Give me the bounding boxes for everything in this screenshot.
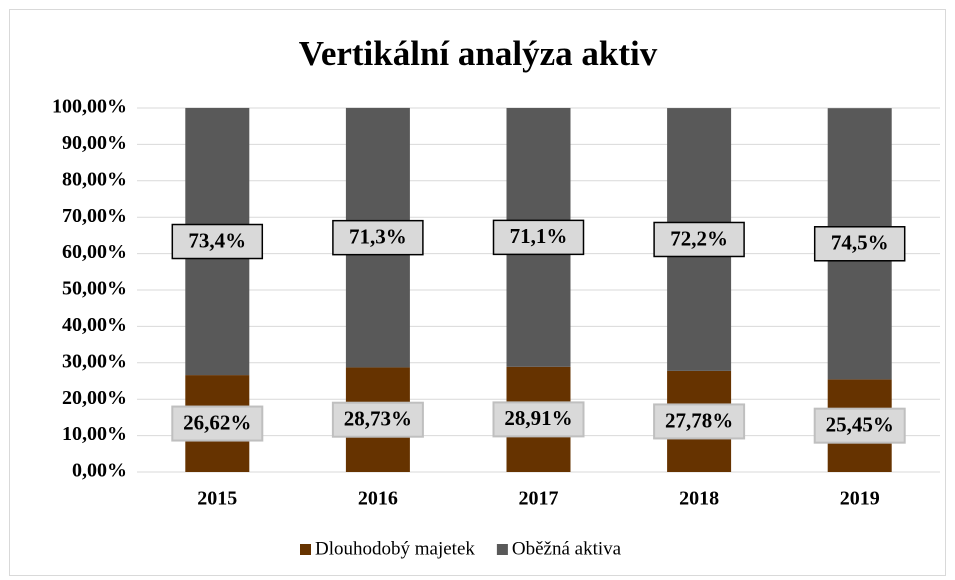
x-tick-label: 2015	[197, 488, 237, 510]
data-label: 71,3%	[349, 224, 407, 248]
y-tick-label: 0,00%	[72, 460, 127, 482]
data-label: 72,2%	[670, 226, 728, 250]
data-label-box	[813, 226, 906, 262]
legend-swatch	[496, 544, 508, 555]
data-label-box	[492, 401, 585, 438]
data-label: 74,5%	[831, 231, 889, 255]
data-label-box	[171, 405, 264, 442]
data-label-box	[331, 401, 424, 438]
data-label: 28,91%	[504, 406, 572, 430]
y-tick-label: 10,00%	[62, 423, 127, 445]
data-label: 26,62%	[183, 410, 251, 434]
data-label: 71,1%	[510, 224, 568, 248]
data-label-box	[653, 221, 745, 258]
chart-border	[9, 9, 946, 576]
y-tick-label: 90,00%	[62, 132, 127, 154]
legend-label: Oběžná aktiva	[512, 538, 622, 559]
y-tick-label: 60,00%	[62, 241, 127, 263]
data-label-box	[171, 223, 264, 260]
data-label-box	[492, 219, 585, 256]
y-tick-label: 50,00%	[62, 278, 127, 300]
x-tick-label: 2016	[358, 488, 398, 510]
data-label: 25,45%	[826, 412, 894, 436]
data-label-box	[813, 407, 906, 444]
data-label: 27,78%	[665, 408, 733, 432]
x-tick-label: 2018	[679, 488, 719, 510]
data-label: 28,73%	[344, 407, 412, 431]
y-tick-label: 80,00%	[62, 168, 127, 190]
data-label-box	[332, 219, 424, 256]
chart-title: Vertikální analýza aktiv	[299, 34, 658, 73]
y-tick-label: 70,00%	[62, 205, 127, 227]
legend-swatch	[300, 544, 311, 555]
legend-label: Dlouhodobý majetek	[315, 538, 475, 559]
x-tick-label: 2017	[519, 488, 559, 510]
y-tick-label: 20,00%	[62, 387, 127, 409]
y-tick-label: 100,00%	[52, 96, 127, 118]
y-tick-label: 40,00%	[62, 314, 127, 336]
data-label-box	[653, 403, 746, 440]
y-tick-label: 30,00%	[62, 350, 127, 372]
data-label: 73,4%	[188, 228, 246, 252]
x-tick-label: 2019	[840, 488, 880, 510]
